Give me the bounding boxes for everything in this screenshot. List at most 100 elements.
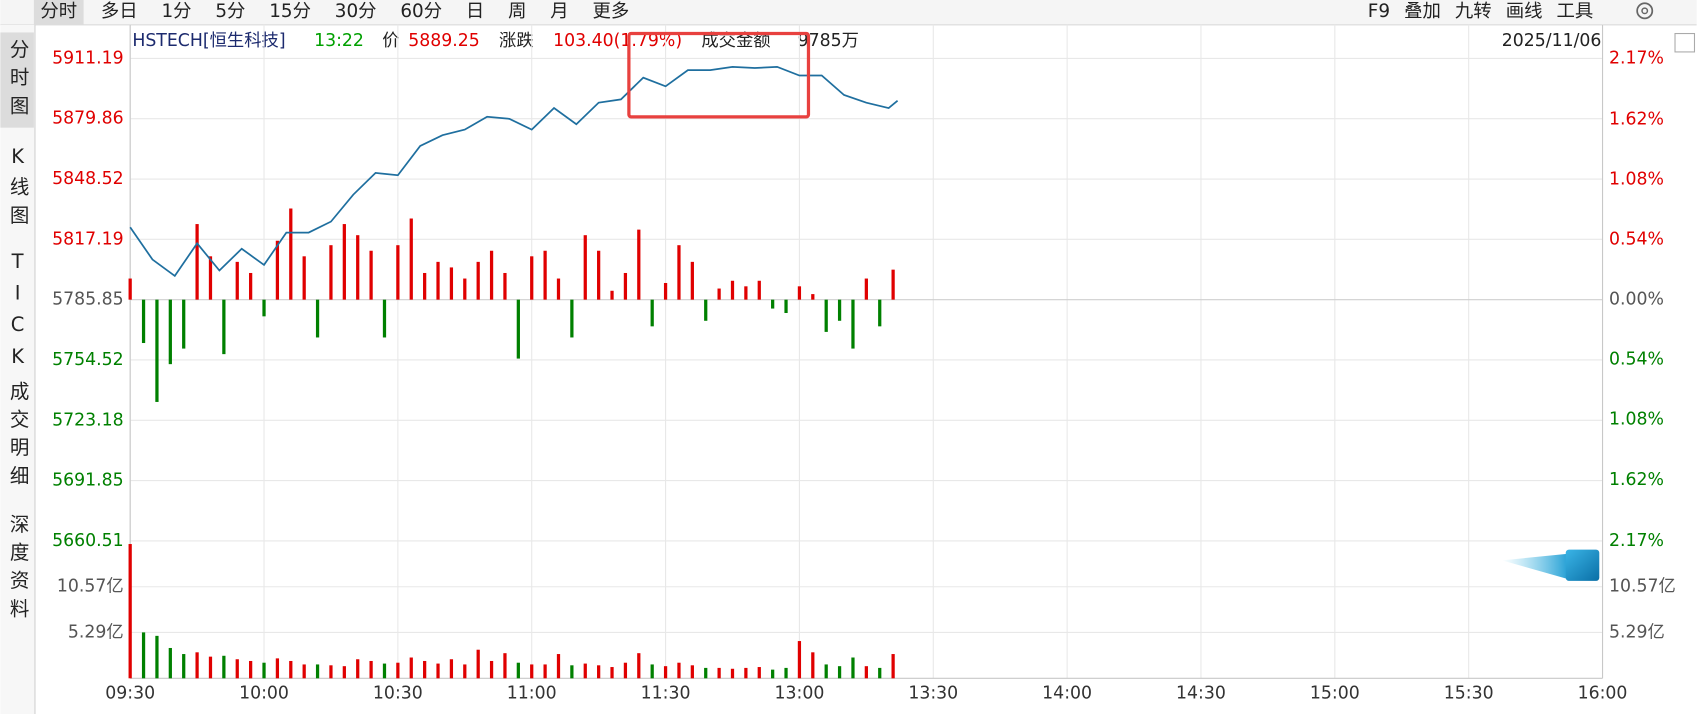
side-bar — [0, 24, 35, 714]
volume-bar — [449, 659, 454, 679]
flow-bar — [757, 280, 761, 300]
volume-bar — [463, 664, 467, 679]
volume-tick-label: 5.29亿 — [68, 622, 124, 642]
header: HSTECH[恒生科技] 13:22 价 5889.25 涨跌 103.40(1… — [132, 31, 1601, 51]
price: 5889.25 — [408, 31, 480, 51]
volume-bar — [837, 666, 842, 679]
toolbar-tool[interactable]: 九转 — [1455, 1, 1492, 22]
x-tick-label: 10:30 — [373, 683, 423, 703]
y-tick-label: 5911.19 — [52, 48, 124, 68]
toolbar-tab[interactable]: 分时 — [40, 1, 77, 22]
volume-tick-label-right: 5.29亿 — [1609, 622, 1665, 642]
flow-bar — [396, 245, 400, 300]
flow-bar — [583, 235, 587, 300]
toolbar-tab[interactable]: 60分 — [400, 1, 442, 22]
volume-bar — [717, 667, 721, 679]
toolbar-tab[interactable]: 更多 — [592, 1, 629, 22]
volume-bar — [851, 657, 855, 679]
flow-bar — [168, 299, 172, 365]
flow-bar — [516, 299, 520, 359]
flow-bar — [677, 245, 681, 300]
volume-tick-label-right: 10.57亿 — [1609, 577, 1676, 597]
toolbar-tab[interactable]: 15分 — [269, 1, 311, 22]
flow-bar — [597, 250, 601, 300]
volume-bar — [543, 664, 547, 679]
toolbar-tab[interactable]: 5分 — [215, 1, 245, 22]
y2-tick-label: 0.54% — [1609, 350, 1664, 370]
y2-tick-label: 2.17% — [1609, 531, 1664, 551]
toolbar-tab[interactable]: 30分 — [335, 1, 377, 22]
side-tab[interactable]: 成交明细 — [6, 381, 29, 494]
volume-bar — [797, 641, 802, 679]
volume-bar — [141, 632, 146, 679]
flow-bar — [302, 256, 306, 300]
settings-icon[interactable] — [1636, 2, 1654, 20]
x-tick-label: 13:00 — [774, 683, 824, 703]
flow-bar — [262, 299, 266, 317]
toolbar-tab[interactable]: 日 — [466, 1, 484, 22]
volume-bar — [663, 666, 668, 679]
volume-bar — [730, 668, 735, 679]
toolbar-tab[interactable]: 多日 — [101, 1, 138, 22]
volume-bar — [423, 660, 427, 679]
flow-bar — [744, 286, 748, 300]
side-tabs: 分时图 K线图 TICK 成交明细 深度资料 — [6, 39, 29, 626]
toolbar — [0, 0, 1697, 25]
flow-bar — [878, 299, 882, 327]
flow-bar — [235, 261, 239, 300]
flow-bar — [650, 299, 654, 327]
toolbar-tab[interactable]: 月 — [550, 1, 568, 22]
flow-bar — [249, 272, 253, 300]
flow-bar — [610, 290, 614, 300]
y2-tick-label: 0.00% — [1609, 290, 1664, 310]
volume-bar — [677, 662, 681, 679]
volume-bar — [128, 544, 132, 679]
volume-bar — [516, 662, 520, 679]
flow-bar — [195, 224, 199, 300]
price-line — [129, 65, 899, 278]
volume-bar — [556, 654, 561, 679]
y2-tick-label: 1.62% — [1609, 110, 1664, 130]
x-tick-label: 11:30 — [641, 683, 691, 703]
volume-bar — [784, 667, 788, 679]
y2-tick-label: 2.17% — [1609, 48, 1664, 68]
flow-bar — [128, 278, 132, 300]
side-tab[interactable]: 分时图 — [6, 39, 29, 123]
x-tick-label: 14:30 — [1176, 683, 1226, 703]
toolbar-tab[interactable]: 1分 — [161, 1, 191, 22]
flow-bar — [436, 261, 440, 300]
flow-bar — [275, 240, 280, 300]
volume-bar — [864, 666, 868, 679]
side-tab[interactable]: 深度资料 — [6, 514, 29, 627]
volume-bar — [436, 663, 440, 679]
toolbar-tool[interactable]: 画线 — [1506, 1, 1543, 22]
x-tick-label: 14:00 — [1042, 683, 1092, 703]
y2-tick-label: 1.08% — [1609, 170, 1664, 190]
flow-bar — [623, 272, 628, 300]
flow-bar — [356, 235, 360, 300]
side-tab[interactable]: K线图 — [6, 145, 29, 233]
side-tab[interactable]: TICK — [6, 250, 29, 377]
y-tick-label: 5848.52 — [52, 169, 124, 189]
toolbar-tab[interactable]: 周 — [508, 1, 526, 22]
corner-icon[interactable] — [1674, 32, 1696, 53]
y-tick-label: 5785.85 — [52, 290, 124, 310]
toolbar-tool[interactable]: 叠加 — [1404, 1, 1441, 22]
flow-bar — [449, 267, 454, 300]
volume-bar — [342, 666, 346, 679]
flow-bar — [570, 299, 574, 338]
y-tick-label: 5723.18 — [52, 410, 124, 430]
flow-bar — [556, 278, 561, 300]
volume-bar — [396, 662, 400, 679]
volume-bar — [583, 663, 587, 679]
x-tick-label: 09:30 — [105, 683, 155, 703]
flow-bar — [797, 286, 802, 300]
highlight-box — [627, 31, 811, 119]
volume-bar — [155, 635, 159, 679]
toolbar-tool[interactable]: F9 — [1368, 1, 1390, 22]
toolbar-tool[interactable]: 工具 — [1557, 1, 1594, 22]
flow-bar — [342, 224, 346, 300]
float-button[interactable] — [1565, 549, 1600, 581]
